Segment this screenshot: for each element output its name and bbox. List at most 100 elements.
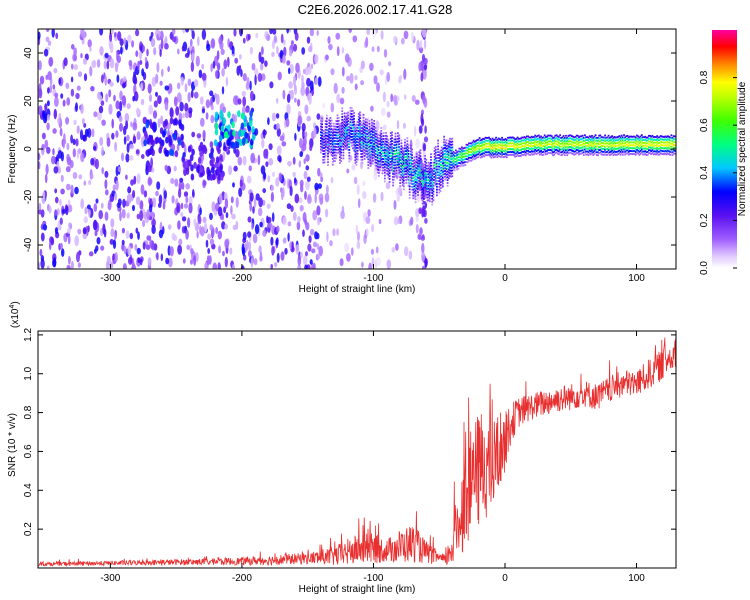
spectrogram-cell	[497, 137, 500, 140]
spectrogram-cell	[447, 160, 450, 162]
spectrogram-cell	[384, 154, 386, 157]
spectrogram-cell	[528, 136, 531, 139]
spectrogram-y-tick-label: 40	[23, 47, 34, 59]
spectrogram-cell	[178, 119, 182, 127]
spectrogram-cell	[372, 134, 374, 136]
spectrogram-cell	[353, 149, 355, 152]
spectrogram-cell	[104, 75, 107, 86]
spectrogram-cell	[341, 130, 344, 133]
spectrogram-cell	[362, 142, 365, 145]
spectrogram-cell	[278, 172, 283, 182]
spectrogram-cell	[342, 140, 345, 142]
spectrogram-cell	[336, 146, 339, 148]
spectrogram-cell	[484, 148, 487, 151]
spectrogram-cell	[65, 205, 69, 216]
spectrogram-cell	[623, 151, 625, 154]
spectrogram-cell	[183, 203, 189, 209]
spectrogram-cell	[128, 155, 134, 161]
spectrogram-cell	[237, 110, 241, 118]
spectrogram-cell	[314, 77, 319, 86]
spectrogram-cell	[91, 128, 95, 138]
spectrogram-cell	[387, 145, 390, 147]
spectrogram-cell	[417, 188, 419, 191]
spectrogram-cell	[367, 138, 370, 141]
snr-y-scale: (x104)	[9, 301, 21, 328]
spectrogram-cell	[671, 151, 674, 154]
spectrogram-cell	[674, 138, 676, 141]
spectrogram-cell	[412, 162, 415, 165]
spectrogram-cell	[329, 151, 332, 154]
spectrogram-cell	[565, 149, 567, 152]
spectrogram-cell	[614, 148, 617, 150]
spectrogram-cell	[384, 171, 386, 174]
spectrogram-cell	[342, 143, 345, 145]
spectrogram-cell	[505, 153, 508, 156]
spectrogram-cell	[405, 153, 408, 155]
spectrogram-cell	[366, 130, 368, 133]
spectrogram-cell	[498, 146, 501, 149]
spectrogram-cell	[446, 144, 449, 147]
spectrogram-cell	[612, 139, 615, 142]
spectrogram-cell	[558, 147, 560, 150]
spectrogram-cell	[658, 144, 661, 147]
spectrogram-cell	[428, 188, 431, 191]
spectrogram-cell	[370, 153, 373, 156]
spectrogram-cell	[397, 143, 399, 146]
spectrogram-cell	[328, 136, 331, 139]
spectrogram-cell	[245, 107, 250, 113]
spectrogram-cell	[126, 134, 130, 142]
spectrogram-cell	[292, 171, 296, 178]
spectrogram-cell	[401, 37, 405, 45]
spectrogram-cell	[362, 134, 365, 136]
spectrogram-cell	[422, 94, 426, 104]
spectrogram-cell	[640, 134, 643, 136]
spectrogram-cell	[545, 136, 547, 138]
spectrogram-cell	[415, 223, 419, 234]
spectrogram-cell	[500, 141, 502, 144]
spectrogram-cell	[381, 152, 384, 155]
spectrogram-cell	[446, 164, 449, 167]
spectrogram-cell	[492, 153, 495, 156]
spectrogram-cell	[528, 139, 531, 142]
spectrogram-cell	[375, 159, 378, 161]
spectrogram-cell	[554, 149, 557, 151]
spectrogram-cell	[331, 158, 334, 160]
spectrogram-cell	[423, 178, 425, 180]
spectrogram-cell	[471, 141, 474, 144]
spectrogram-cell	[363, 120, 366, 123]
spectrogram-cell	[397, 152, 399, 155]
spectrogram-cell	[385, 149, 387, 152]
spectrogram-cell	[514, 138, 516, 141]
spectrogram-cell	[172, 118, 177, 126]
spectrogram-cell	[329, 148, 332, 151]
spectrogram-cell	[650, 153, 653, 155]
spectrogram-cell	[238, 64, 242, 72]
spectrogram-cell	[421, 202, 424, 205]
spectrogram-cell	[394, 158, 397, 161]
spectrogram-cell	[159, 49, 162, 57]
spectrogram-cell	[670, 148, 673, 151]
snr-scale-prefix: (x10	[10, 308, 21, 328]
spectrogram-cell	[337, 143, 340, 145]
spectrogram-cell	[637, 138, 640, 141]
spectrogram-cell	[552, 151, 554, 154]
spectrogram-cell	[135, 149, 140, 155]
spectrogram-cell	[430, 159, 432, 161]
spectrogram-cell	[431, 172, 434, 174]
spectrogram-cell	[426, 196, 429, 199]
spectrogram-cell	[585, 139, 587, 141]
spectrogram-cell	[421, 29, 427, 38]
spectrogram-cell	[335, 157, 338, 160]
spectrogram-cell	[415, 190, 418, 193]
spectrogram-cell	[565, 140, 567, 143]
spectrogram-cell	[65, 166, 71, 173]
spectrogram-cell	[546, 141, 548, 144]
spectrogram-cell	[665, 147, 668, 150]
spectrogram-cell	[131, 40, 135, 48]
spectrogram-cell	[343, 118, 346, 121]
spectrogram-cell	[222, 250, 225, 257]
spectrogram-cell	[473, 155, 476, 158]
spectrogram-cell	[347, 134, 350, 137]
spectrogram-cell	[619, 145, 622, 148]
spectrogram-cell	[134, 244, 138, 251]
